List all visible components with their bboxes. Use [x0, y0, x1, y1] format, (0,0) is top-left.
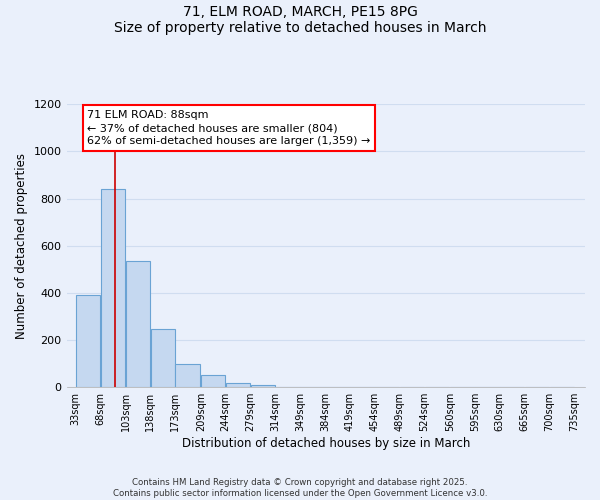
Bar	[251, 385, 275, 387]
X-axis label: Distribution of detached houses by size in March: Distribution of detached houses by size …	[182, 437, 470, 450]
Text: 71 ELM ROAD: 88sqm
← 37% of detached houses are smaller (804)
62% of semi-detach: 71 ELM ROAD: 88sqm ← 37% of detached hou…	[87, 110, 371, 146]
Text: Contains HM Land Registry data © Crown copyright and database right 2025.
Contai: Contains HM Land Registry data © Crown c…	[113, 478, 487, 498]
Bar	[201, 376, 226, 387]
Bar	[101, 189, 125, 387]
Y-axis label: Number of detached properties: Number of detached properties	[15, 152, 28, 338]
Bar	[151, 330, 175, 387]
Bar	[125, 261, 150, 387]
Text: 71, ELM ROAD, MARCH, PE15 8PG
Size of property relative to detached houses in Ma: 71, ELM ROAD, MARCH, PE15 8PG Size of pr…	[114, 5, 486, 35]
Bar	[175, 364, 200, 387]
Bar	[76, 295, 100, 387]
Bar	[226, 383, 250, 387]
